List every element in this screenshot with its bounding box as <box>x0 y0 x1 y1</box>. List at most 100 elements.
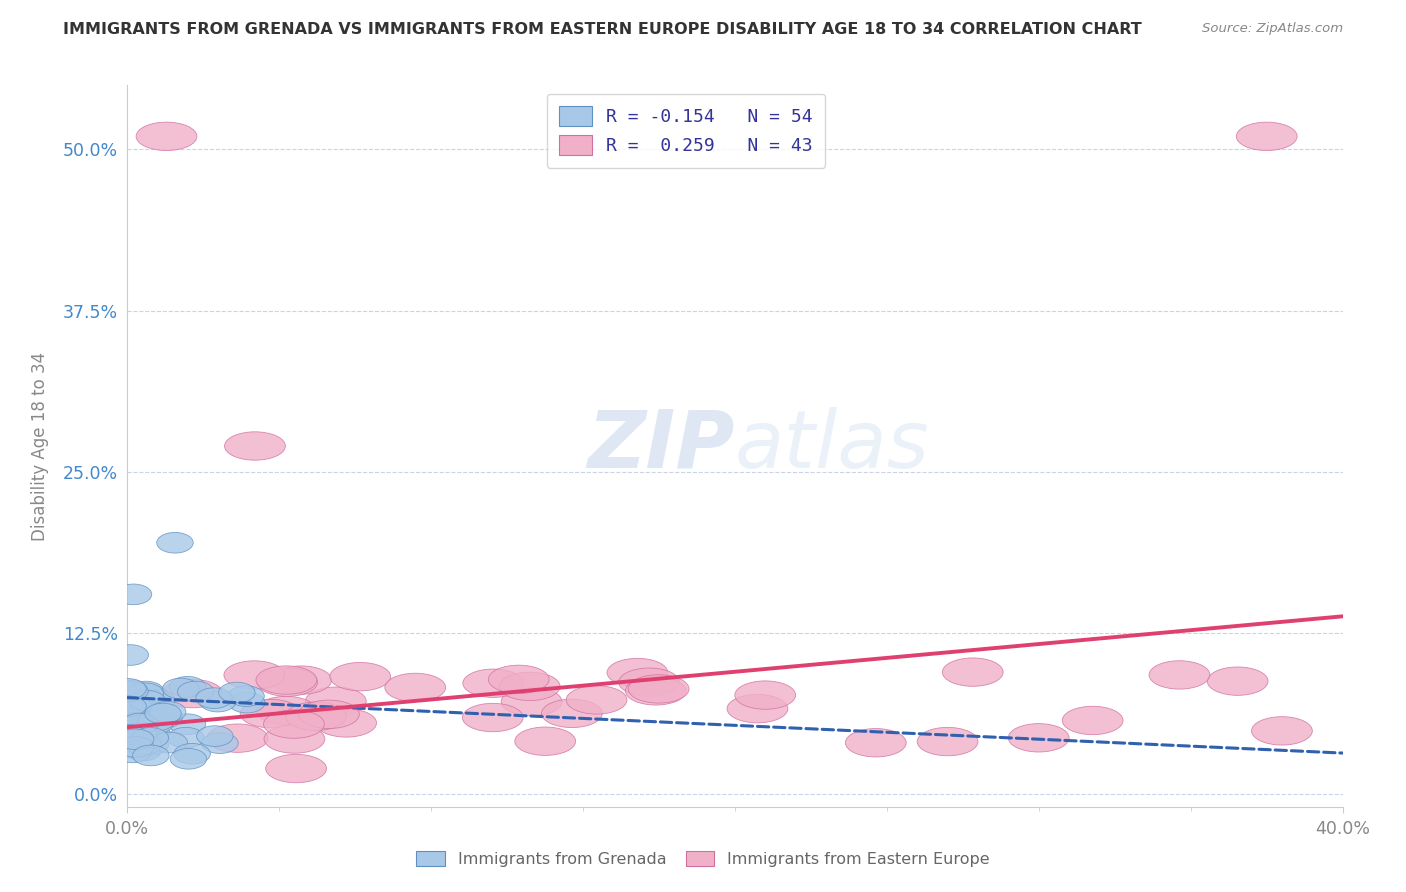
Ellipse shape <box>110 696 146 716</box>
Ellipse shape <box>228 686 264 706</box>
Ellipse shape <box>136 122 197 151</box>
Ellipse shape <box>501 688 562 715</box>
Ellipse shape <box>115 742 152 763</box>
Ellipse shape <box>125 740 162 761</box>
Ellipse shape <box>195 688 232 708</box>
Ellipse shape <box>607 658 668 687</box>
Ellipse shape <box>169 676 205 697</box>
Ellipse shape <box>499 673 560 700</box>
Ellipse shape <box>1251 716 1312 745</box>
Text: atlas: atlas <box>734 407 929 485</box>
Ellipse shape <box>146 707 183 728</box>
Text: ZIP: ZIP <box>588 407 734 485</box>
Ellipse shape <box>156 533 193 553</box>
Ellipse shape <box>174 743 211 764</box>
Ellipse shape <box>1008 723 1069 752</box>
Ellipse shape <box>229 692 266 713</box>
Ellipse shape <box>264 725 325 753</box>
Ellipse shape <box>218 682 254 703</box>
Ellipse shape <box>139 690 176 711</box>
Text: Source: ZipAtlas.com: Source: ZipAtlas.com <box>1202 22 1343 36</box>
Ellipse shape <box>628 674 689 703</box>
Ellipse shape <box>132 703 169 723</box>
Ellipse shape <box>162 680 224 707</box>
Ellipse shape <box>845 729 907 757</box>
Ellipse shape <box>131 714 167 734</box>
Ellipse shape <box>1208 667 1268 696</box>
Ellipse shape <box>169 714 205 734</box>
Ellipse shape <box>132 745 169 765</box>
Ellipse shape <box>107 714 167 743</box>
Legend: Immigrants from Grenada, Immigrants from Eastern Europe: Immigrants from Grenada, Immigrants from… <box>411 845 995 873</box>
Ellipse shape <box>488 665 550 694</box>
Ellipse shape <box>111 681 148 702</box>
Ellipse shape <box>256 665 316 694</box>
Ellipse shape <box>305 687 366 715</box>
Ellipse shape <box>134 722 170 743</box>
Ellipse shape <box>110 707 146 729</box>
Ellipse shape <box>128 681 165 702</box>
Ellipse shape <box>118 737 153 757</box>
Ellipse shape <box>136 714 173 734</box>
Ellipse shape <box>266 755 326 783</box>
Ellipse shape <box>120 713 155 733</box>
Ellipse shape <box>132 728 169 748</box>
Ellipse shape <box>112 645 149 665</box>
Ellipse shape <box>110 738 146 758</box>
Ellipse shape <box>316 709 377 737</box>
Ellipse shape <box>1236 122 1298 151</box>
Ellipse shape <box>163 678 200 699</box>
Ellipse shape <box>225 432 285 460</box>
Ellipse shape <box>127 683 163 704</box>
Ellipse shape <box>177 681 214 702</box>
Text: IMMIGRANTS FROM GRENADA VS IMMIGRANTS FROM EASTERN EUROPE DISABILITY AGE 18 TO 3: IMMIGRANTS FROM GRENADA VS IMMIGRANTS FR… <box>63 22 1142 37</box>
Ellipse shape <box>150 732 187 753</box>
Y-axis label: Disability Age 18 to 34: Disability Age 18 to 34 <box>31 351 49 541</box>
Ellipse shape <box>125 734 162 755</box>
Ellipse shape <box>112 680 149 700</box>
Ellipse shape <box>917 727 979 756</box>
Ellipse shape <box>942 658 1002 686</box>
Ellipse shape <box>207 724 269 752</box>
Ellipse shape <box>132 734 169 755</box>
Ellipse shape <box>115 697 152 717</box>
Ellipse shape <box>463 669 523 698</box>
Ellipse shape <box>170 748 207 769</box>
Ellipse shape <box>298 700 360 729</box>
Ellipse shape <box>257 668 318 697</box>
Ellipse shape <box>110 679 146 699</box>
Ellipse shape <box>124 705 160 725</box>
Ellipse shape <box>619 668 679 697</box>
Ellipse shape <box>1149 661 1211 690</box>
Ellipse shape <box>1063 706 1123 735</box>
Ellipse shape <box>128 698 165 719</box>
Ellipse shape <box>120 724 156 745</box>
Ellipse shape <box>515 727 575 756</box>
Ellipse shape <box>285 702 346 731</box>
Ellipse shape <box>224 661 285 690</box>
Ellipse shape <box>735 681 796 709</box>
Ellipse shape <box>115 584 152 605</box>
Ellipse shape <box>149 701 186 722</box>
Ellipse shape <box>128 723 165 743</box>
Ellipse shape <box>330 663 391 690</box>
Ellipse shape <box>256 697 316 724</box>
Ellipse shape <box>145 703 181 724</box>
Ellipse shape <box>138 711 174 731</box>
Ellipse shape <box>626 677 686 705</box>
Ellipse shape <box>118 729 153 749</box>
Ellipse shape <box>134 686 170 706</box>
Ellipse shape <box>567 686 627 714</box>
Ellipse shape <box>129 690 166 711</box>
Ellipse shape <box>122 714 159 734</box>
Ellipse shape <box>197 726 233 747</box>
Ellipse shape <box>263 710 325 739</box>
Ellipse shape <box>541 699 602 728</box>
Ellipse shape <box>167 727 204 748</box>
Ellipse shape <box>121 723 157 744</box>
Ellipse shape <box>240 699 301 728</box>
Legend: R = -0.154   N = 54, R =  0.259   N = 43: R = -0.154 N = 54, R = 0.259 N = 43 <box>547 94 825 168</box>
Ellipse shape <box>727 695 787 723</box>
Ellipse shape <box>200 691 236 712</box>
Ellipse shape <box>201 733 238 754</box>
